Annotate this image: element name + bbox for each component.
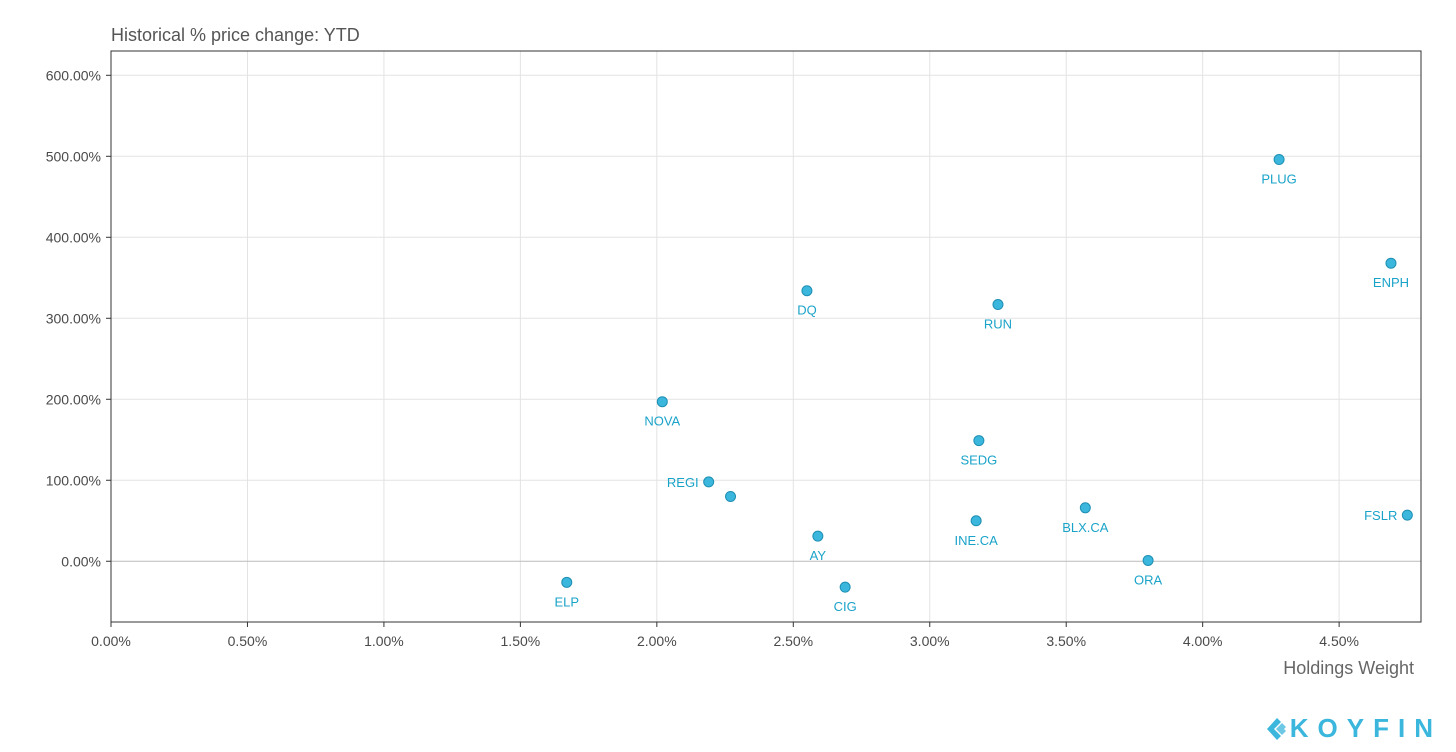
data-point-label: AY: [810, 548, 827, 563]
data-point-label: CIG: [834, 599, 857, 614]
data-point-label: BLX.CA: [1062, 520, 1109, 535]
brand-logo: KOYFIN: [1264, 713, 1442, 744]
x-tick-label: 2.50%: [773, 633, 813, 649]
data-point-label: ORA: [1134, 572, 1163, 587]
y-axis: 0.00% 100.00% 200.00% 300.00% 400.00% 500.00%…: [46, 67, 111, 569]
data-point-label: RUN: [984, 317, 1012, 332]
x-tick-label: 1.00%: [364, 633, 404, 649]
x-tick-label: 0.50%: [228, 633, 268, 649]
data-point-label: REGI: [667, 475, 699, 490]
y-tick-label: 0.00%: [61, 553, 101, 569]
data-point: [839, 581, 851, 593]
data-point-label: PLUG: [1261, 172, 1296, 187]
data-point: [1079, 502, 1091, 514]
data-point: [656, 396, 668, 408]
data-point: [812, 530, 824, 542]
y-tick-label: 300.00%: [46, 310, 101, 326]
data-point: [561, 576, 573, 588]
chart-title: Historical % price change: YTD: [111, 25, 360, 45]
data-point: [725, 490, 737, 502]
grid: [110, 51, 1421, 622]
data-point: [1401, 509, 1413, 521]
y-tick-label: 100.00%: [46, 472, 101, 488]
data-point: [703, 476, 715, 488]
koyfin-logo-icon: [1266, 717, 1286, 740]
data-point-label: DQ: [797, 303, 817, 318]
x-tick-label: 3.50%: [1046, 633, 1086, 649]
x-tick-label: 0.00%: [91, 633, 131, 649]
data-point: [1142, 554, 1154, 566]
x-axis: 0.00% 0.50% 1.00% 1.50% 2.00% 2.50% 3.00% 3.50%…: [91, 622, 1359, 649]
data-point-label: FSLR: [1364, 508, 1397, 523]
x-tick-label: 1.50%: [501, 633, 541, 649]
data-point-label: ELP: [554, 594, 579, 609]
data-point: [1273, 154, 1285, 166]
y-tick-label: 600.00%: [46, 67, 101, 83]
data-point-label: INE.CA: [954, 533, 998, 548]
plot-area: [110, 50, 1422, 623]
data-point: [973, 435, 985, 447]
data-point-label: ENPH: [1373, 275, 1409, 290]
x-tick-label: 4.50%: [1319, 633, 1359, 649]
y-tick-label: 200.00%: [46, 391, 101, 407]
x-tick-label: 4.00%: [1183, 633, 1223, 649]
x-tick-label: 2.00%: [637, 633, 677, 649]
data-point: [801, 285, 813, 297]
brand-name: KOYFIN: [1289, 713, 1442, 743]
x-axis-label: Holdings Weight: [1283, 658, 1414, 678]
y-tick-label: 500.00%: [46, 148, 101, 164]
x-tick-label: 3.00%: [910, 633, 950, 649]
data-point: [992, 299, 1004, 311]
y-tick-label: 400.00%: [46, 229, 101, 245]
data-point: [970, 515, 982, 527]
data-point-label: NOVA: [644, 414, 680, 429]
data-point: [1385, 257, 1397, 269]
data-point-label: SEDG: [960, 453, 997, 468]
data-points: PLUG ENPH DQ RUN NOVA SEDG REGI BLX.CA FSLR INE.C…: [554, 154, 1413, 614]
